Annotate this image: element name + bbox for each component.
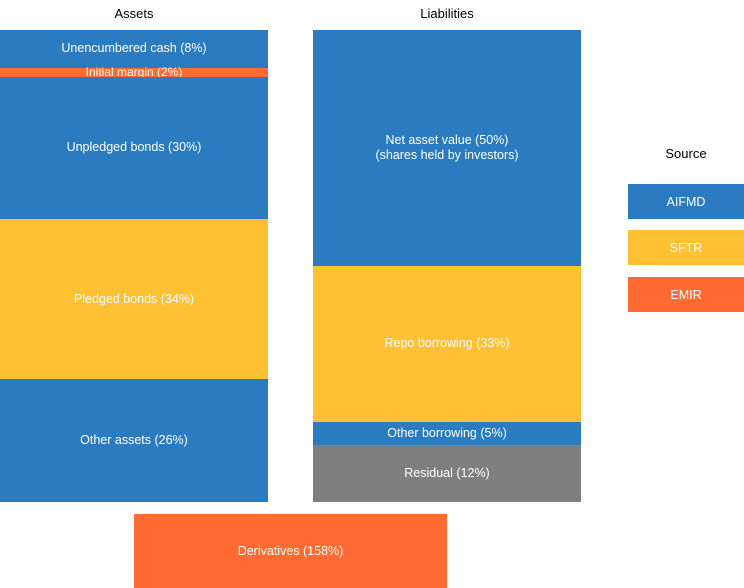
- segment-label-text: Unencumbered cash (8%): [61, 41, 207, 56]
- segment-label-text: Other borrowing (5%): [387, 426, 507, 441]
- legend-title: Source: [665, 146, 707, 161]
- segment-label: Residual (12%): [404, 466, 489, 481]
- segment-label-text: Other assets (26%): [80, 433, 188, 448]
- segment-sublabel-text: (shares held by investors): [375, 148, 519, 162]
- legend-label: AIFMD: [666, 194, 706, 209]
- assets-segment-1: Initial margin (2%): [0, 65, 268, 80]
- assets-segment-2: Unpledged bonds (30%): [0, 77, 268, 219]
- segment-label: Unpledged bonds (30%): [67, 140, 202, 155]
- segment-label-text: Unpledged bonds (30%): [66, 140, 202, 155]
- assets-title: Assets: [114, 6, 154, 21]
- liabilities-segment-2: Other borrowing (5%): [313, 421, 581, 446]
- legend-item-emir: EMIR: [628, 277, 744, 312]
- legend-item-sftr: SFTR: [628, 230, 744, 265]
- assets-segment-3: Pledged bonds (34%): [0, 218, 268, 380]
- segment-label: Repo borrowing (33%): [384, 336, 509, 351]
- liabilities-segment-3: Residual (12%): [313, 445, 581, 502]
- segment-label: Unencumbered cash (8%): [61, 41, 206, 56]
- assets-segment-0: Unencumbered cash (8%): [0, 30, 268, 68]
- assets-stack: Unencumbered cash (8%) Initial margin (2%…: [0, 30, 268, 502]
- legend-label: SFTR: [669, 240, 703, 255]
- legend-label: EMIR: [670, 287, 702, 302]
- segment-label-text: Initial margin (2%): [85, 65, 183, 80]
- segment-label: Pledged bonds (34%): [74, 292, 194, 307]
- assets-segment-4: Other assets (26%): [0, 379, 268, 502]
- segment-label-text: Pledged bonds (34%): [73, 291, 195, 306]
- legend-item-aifmd: AIFMD: [628, 184, 744, 219]
- liabilities-segment-0: Net asset value (50%) (shares held by inv…: [313, 30, 581, 266]
- segment-label: Initial margin (2%): [85, 65, 183, 80]
- segment-label: Other borrowing (5%): [387, 426, 507, 441]
- segment-label-text: Net asset value (50%): [385, 133, 509, 147]
- derivatives-bar: Derivatives (158%): [134, 514, 447, 588]
- segment-label-text: Repo borrowing (33%): [384, 336, 510, 351]
- derivatives-label: Derivatives (158%): [237, 544, 344, 558]
- liabilities-stack: Net asset value (50%) (shares held by inv…: [313, 30, 581, 502]
- segment-label: Net asset value (50%) (shares held by inv…: [375, 133, 518, 163]
- liabilities-segment-1: Repo borrowing (33%): [313, 266, 581, 422]
- segment-label-text: Residual (12%): [404, 466, 490, 481]
- liabilities-title: Liabilities: [420, 6, 474, 21]
- segment-label: Other assets (26%): [80, 433, 188, 448]
